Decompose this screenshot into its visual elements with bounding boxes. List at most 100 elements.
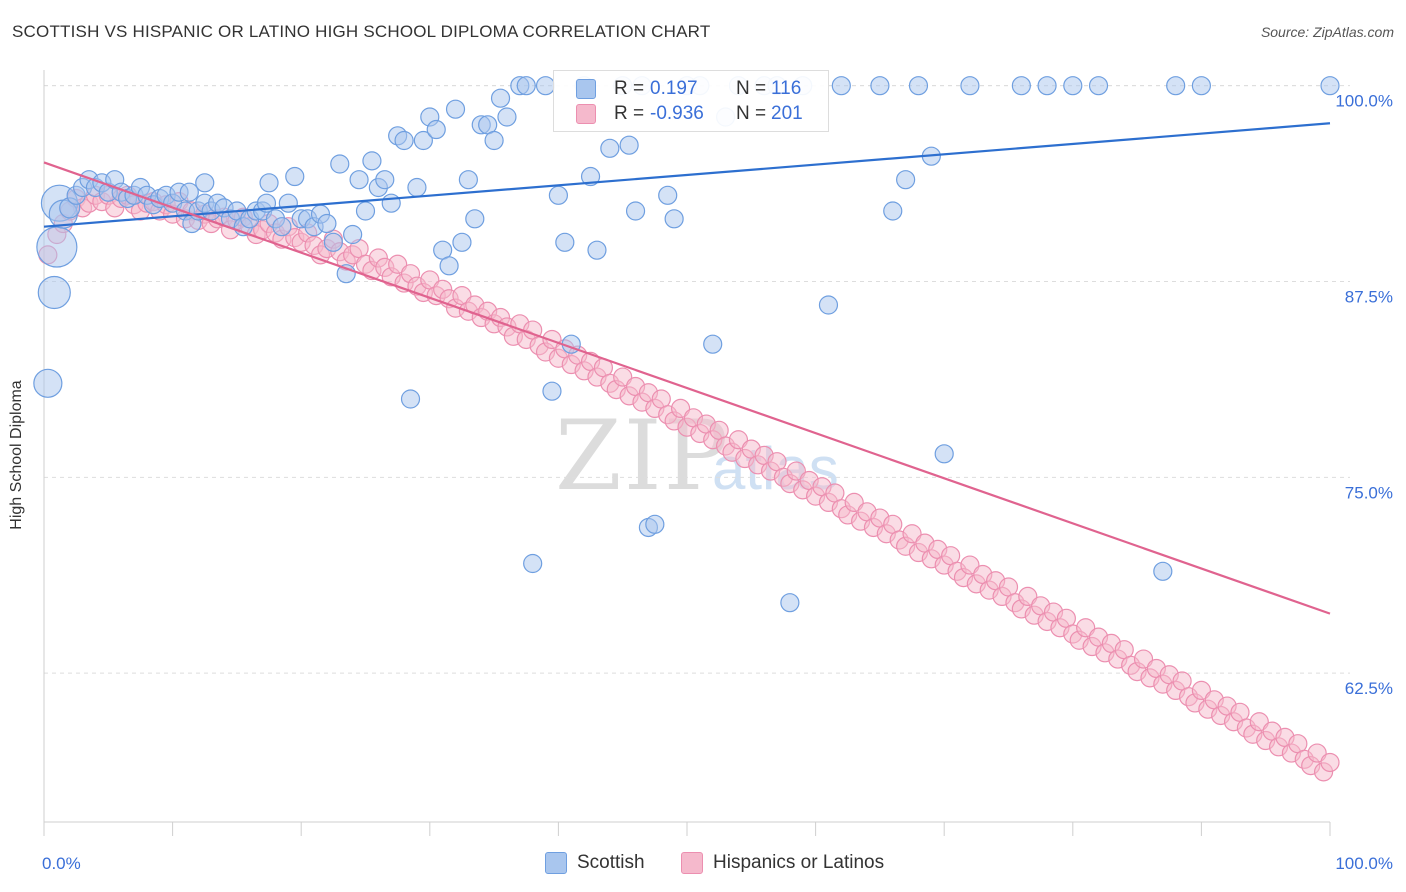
bottom-legend-scottish: Scottish [545, 850, 645, 876]
legend-row-hispanic: R = -0.936 N = 201 [576, 102, 803, 126]
point-scottish [413, 130, 433, 151]
legend-row-scottish: R = 0.197 N = 116 [576, 77, 801, 101]
point-hispanic [542, 329, 562, 350]
point-scottish [285, 166, 305, 187]
point-scottish [330, 154, 350, 174]
legend-n-value-hispanic: 201 [771, 103, 803, 124]
point-scottish [36, 226, 78, 268]
point-scottish [1063, 76, 1083, 96]
point-scottish [497, 107, 517, 127]
bottom-legend-label-hispanic: Hispanics or Latinos [713, 852, 885, 873]
point-scottish [458, 170, 478, 190]
bottom-legend-swatch-scottish [545, 852, 567, 874]
point-scottish [548, 185, 569, 205]
point-hispanic [670, 398, 691, 418]
point-scottish [394, 130, 414, 151]
point-scottish [465, 209, 485, 229]
bottom-legend-label-scottish: Scottish [577, 852, 645, 873]
point-scottish [278, 193, 298, 213]
source-label: Source: ZipAtlas.com [1260, 24, 1394, 40]
point-scottish [960, 76, 980, 96]
point-scottish [780, 593, 800, 613]
point-scottish [703, 334, 723, 354]
point-scottish [516, 76, 536, 96]
point-scottish [587, 240, 607, 260]
point-scottish [619, 135, 639, 155]
legend-r-label: R = [614, 78, 645, 99]
legend-n-label: N = [736, 103, 767, 124]
point-scottish [355, 201, 376, 221]
point-scottish [542, 381, 562, 401]
x-tick-label: 100.0% [1335, 854, 1393, 873]
x-tick-label: 0.0% [42, 854, 81, 873]
point-scottish [658, 185, 678, 205]
point-scottish [908, 76, 929, 96]
point-scottish [831, 76, 851, 96]
point-hispanic [1133, 649, 1154, 669]
legend-swatch-scottish [576, 79, 596, 99]
point-hispanic [1320, 752, 1340, 773]
point-scottish [523, 553, 543, 574]
y-axis-label: High School Diploma [8, 380, 25, 530]
point-scottish [375, 170, 395, 190]
point-scottish [555, 232, 575, 252]
point-scottish [490, 88, 511, 108]
point-scottish [484, 130, 504, 151]
legend-n-value-scottish: 116 [771, 78, 802, 99]
point-hispanic [1249, 712, 1269, 732]
point-hispanic [613, 367, 633, 387]
point-scottish [195, 173, 215, 193]
legend-swatch-hispanic [576, 104, 596, 124]
point-scottish [625, 201, 646, 221]
point-hispanic [1076, 618, 1096, 638]
legend-r-value-scottish: 0.197 [650, 78, 698, 99]
point-scottish [1320, 76, 1340, 96]
point-scottish [870, 76, 890, 96]
point-scottish [349, 170, 369, 190]
legend-r-label: R = [614, 103, 645, 124]
point-scottish [1037, 76, 1057, 96]
point-scottish [1166, 76, 1186, 96]
legend-n-label: N = [736, 78, 767, 99]
legend-r-value-hispanic: -0.936 [650, 103, 704, 124]
point-scottish [317, 213, 337, 234]
point-scottish [37, 275, 71, 310]
point-scottish [1088, 76, 1109, 96]
point-scottish [323, 232, 343, 252]
point-scottish [1153, 561, 1173, 581]
stats-legend: R = 0.197 N = 116 R = -0.936 N = 201 [553, 70, 829, 132]
chart-title: SCOTTISH VS HISPANIC OR LATINO HIGH SCHO… [12, 22, 711, 41]
point-scottish [535, 76, 556, 96]
point-scottish [259, 173, 279, 193]
point-hispanic [728, 430, 749, 450]
point-scottish [452, 232, 472, 252]
point-scottish [883, 201, 903, 221]
point-scottish [439, 256, 459, 276]
point-scottish [381, 193, 401, 213]
point-scottish [407, 177, 427, 198]
y-tick-label: 100.0% [1335, 92, 1393, 111]
point-hispanic [388, 254, 408, 274]
y-tick-label: 87.5% [1345, 288, 1393, 307]
trendline-scottish [43, 122, 1331, 228]
y-tick-label: 75.0% [1345, 483, 1393, 502]
point-scottish [343, 224, 363, 245]
trendline-hispanic [43, 161, 1331, 615]
point-hispanic [786, 461, 806, 481]
point-scottish [272, 217, 292, 237]
bottom-legend-hispanic: Hispanics or Latinos [681, 850, 884, 876]
point-scottish [1011, 76, 1031, 96]
point-scottish [580, 166, 601, 187]
point-scottish [600, 138, 620, 158]
point-scottish [818, 295, 839, 315]
point-scottish [33, 368, 63, 398]
point-hispanic [1018, 586, 1038, 607]
point-scottish [362, 151, 382, 171]
y-tick-label: 62.5% [1345, 679, 1393, 698]
point-hispanic [960, 555, 980, 575]
point-scottish [1191, 76, 1212, 96]
point-hispanic [1191, 680, 1212, 701]
point-scottish [445, 99, 466, 119]
bottom-legend-swatch-hispanic [681, 852, 703, 874]
